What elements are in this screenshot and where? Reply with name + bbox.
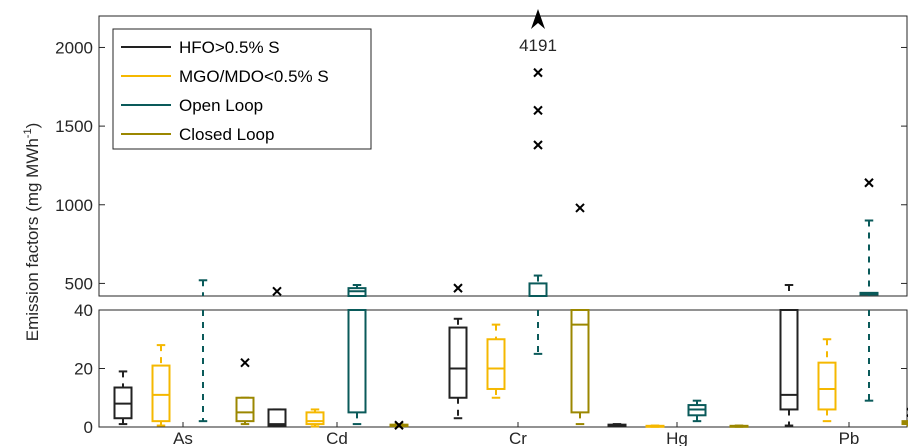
upper-panel-frame: [98, 15, 908, 297]
outlier-point: [272, 286, 282, 296]
box-rect: [817, 361, 837, 411]
y-axis-label-sup: -1: [22, 128, 34, 138]
outlier-point: [240, 357, 250, 368]
outlier-stroke: [864, 178, 874, 188]
x-tick-label: As: [173, 429, 193, 446]
box-rect: [267, 408, 287, 427]
legend-box: [112, 28, 372, 150]
axis-ticks: 500 1000 1500 2000 0 20 40 As Cd Cr Hg Pb: [55, 38, 907, 446]
x-tick-label: Cr: [509, 429, 527, 446]
outlier-stroke: [272, 286, 282, 296]
annotation-label: 4191: [519, 36, 557, 55]
outlier-stroke: [575, 203, 585, 213]
box-rect: [305, 411, 325, 426]
box-rect: [486, 338, 506, 390]
box-rect: [570, 309, 590, 414]
outlier-stroke: [394, 420, 404, 430]
outlier-point: [533, 67, 543, 78]
annotation-arrow: [531, 9, 545, 29]
outlier-stroke: [533, 105, 543, 116]
outlier-point: [533, 140, 543, 150]
legend-entry: Open Loop: [179, 96, 263, 115]
legend: HFO>0.5% S MGO/MDO<0.5% S Open Loop Closed …: [112, 28, 372, 150]
y-tick-label: 0: [84, 418, 93, 437]
box-rect: [859, 291, 879, 296]
legend-entry: MGO/MDO<0.5% S: [179, 67, 329, 86]
y-tick-label: 20: [74, 360, 93, 379]
outlier-stroke: [533, 67, 543, 78]
outlier-point: [453, 283, 463, 293]
box-rect: [779, 309, 799, 411]
y-tick-label: 40: [74, 301, 93, 320]
x-tick-label: Cd: [326, 429, 348, 446]
outlier-point: [864, 178, 874, 188]
y-tick-label: 2000: [55, 38, 93, 57]
y-tick-label: 500: [65, 274, 93, 293]
outlier-stroke: [240, 357, 250, 368]
y-axis-label-end: ): [23, 123, 42, 129]
box-rect: [151, 364, 171, 423]
box-rect: [448, 326, 468, 399]
legend-entry: HFO>0.5% S: [179, 38, 280, 57]
y-tick-label: 1500: [55, 117, 93, 136]
outlier-point: [394, 420, 404, 430]
y-axis-label-main: Emission factors (mg MWh: [23, 138, 42, 341]
y-axis-label: Emission factors (mg MWh-1): [22, 123, 42, 342]
box-rect: [347, 309, 367, 414]
box-rect: [235, 396, 255, 423]
outlier-stroke: [453, 283, 463, 293]
box-marks: 4191: [113, 9, 908, 430]
outlier-stroke: [533, 140, 543, 150]
outlier-point: [533, 105, 543, 116]
x-tick-label: Pb: [839, 429, 860, 446]
legend-entry: Closed Loop: [179, 125, 274, 144]
box-rect: [528, 282, 548, 298]
y-tick-label: 1000: [55, 196, 93, 215]
outlier-point: [575, 203, 585, 213]
x-tick-label: Hg: [666, 429, 688, 446]
